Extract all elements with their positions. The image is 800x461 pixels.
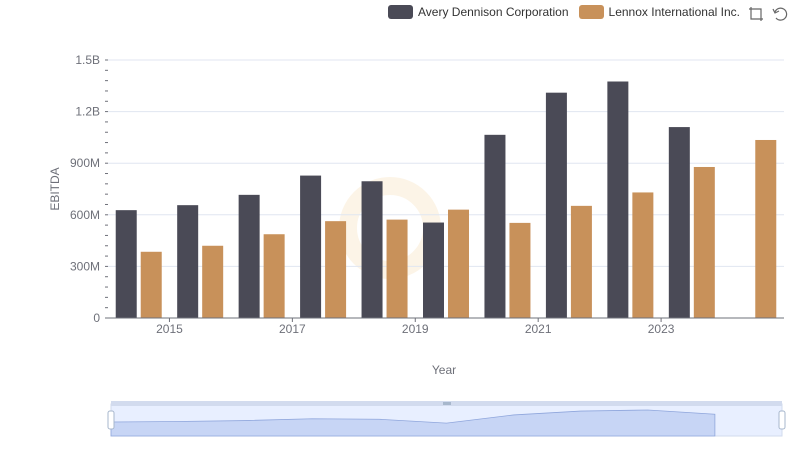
y-tick-label: 0 [93,311,100,325]
bar-lennox-2015[interactable] [202,245,224,318]
bar-lennox-2017[interactable] [325,221,347,318]
zoom-preview-area [110,409,716,437]
x-axis-title: Year [432,363,456,377]
toolbox [748,6,796,22]
y-tick-label: 1.5B [75,53,100,67]
legend-item-lennox[interactable]: Lennox International Inc. [578,5,740,19]
bar-avery-2018[interactable] [361,181,383,318]
y-axis-title: EBITDA [48,167,62,210]
legend-swatch-lennox [578,5,604,19]
bar-lennox-2022[interactable] [632,192,654,318]
x-tick-label: 2019 [402,322,429,336]
zoom-grip[interactable] [443,402,451,405]
bar-avery-2022[interactable] [607,81,629,319]
axes: 0 300M 600M 900M 1.2B 1.5B 2015 2017 2019 2021 202… [70,53,784,336]
bar-lennox-2024[interactable] [755,139,777,318]
legend-label-lennox: Lennox International Inc. [608,5,740,19]
x-tick-label: 2015 [156,322,183,336]
y-tick-label: 600M [70,208,100,222]
legend-item-avery[interactable]: Avery Dennison Corporation [388,5,569,19]
zoom-handle-right[interactable] [778,410,786,430]
bar-lennox-2014[interactable] [140,251,162,318]
bar-lennox-2019[interactable] [448,209,469,318]
restore-icon[interactable] [772,6,788,22]
bar-avery-2021[interactable] [545,92,567,319]
bar-lennox-2020[interactable] [509,222,531,318]
x-tick-label: 2021 [525,322,552,336]
data-zoom-slider[interactable] [107,401,786,437]
zoom-select-icon[interactable] [748,6,764,22]
bar-lennox-2021[interactable] [570,205,592,318]
y-tick-label: 900M [70,156,100,170]
legend: Avery Dennison Corporation Lennox Intern… [388,4,750,20]
bar-layer [115,81,777,319]
x-tick-label: 2023 [648,322,675,336]
bar-lennox-2023[interactable] [693,166,715,318]
bar-lennox-2016[interactable] [263,234,285,318]
bar-avery-2023[interactable] [668,127,690,318]
x-tick-label: 2017 [279,322,306,336]
y-tick-label: 300M [70,259,100,273]
bar-avery-2019[interactable] [423,222,444,318]
bar-avery-2016[interactable] [238,194,260,318]
bar-avery-2020[interactable] [484,134,506,318]
bar-lennox-2018[interactable] [386,219,408,318]
y-tick-label: 1.2B [75,105,100,119]
bar-avery-2017[interactable] [300,175,322,318]
legend-label-avery: Avery Dennison Corporation [418,5,569,19]
bar-avery-2014[interactable] [115,210,137,318]
legend-swatch-avery [388,5,413,19]
bar-avery-2015[interactable] [177,205,199,318]
zoom-handle-left[interactable] [107,410,115,430]
